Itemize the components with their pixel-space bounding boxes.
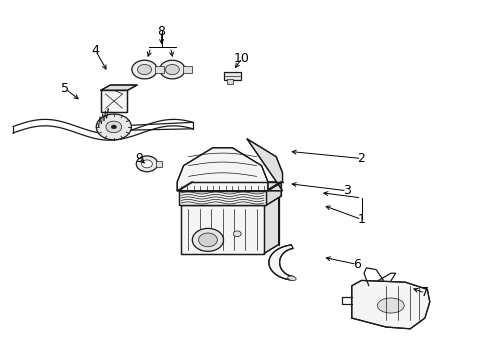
Circle shape — [233, 231, 241, 237]
FancyBboxPatch shape — [155, 66, 163, 73]
Circle shape — [165, 64, 179, 75]
Text: 6: 6 — [352, 258, 360, 271]
Ellipse shape — [287, 276, 296, 280]
Text: 5: 5 — [61, 82, 69, 95]
Text: 9: 9 — [136, 152, 143, 165]
Circle shape — [106, 121, 122, 133]
Polygon shape — [178, 191, 266, 205]
Polygon shape — [266, 182, 281, 205]
Polygon shape — [351, 280, 429, 329]
Polygon shape — [181, 196, 278, 205]
Circle shape — [136, 156, 158, 172]
Text: 7: 7 — [420, 287, 428, 300]
Circle shape — [159, 60, 184, 79]
Circle shape — [137, 64, 151, 75]
Circle shape — [111, 125, 116, 129]
Polygon shape — [246, 139, 282, 191]
Text: 1: 1 — [357, 213, 365, 226]
Polygon shape — [101, 90, 127, 112]
Text: 2: 2 — [357, 152, 365, 165]
Circle shape — [198, 233, 217, 247]
Polygon shape — [264, 196, 278, 253]
FancyBboxPatch shape — [224, 72, 240, 80]
Circle shape — [132, 60, 157, 79]
Circle shape — [192, 228, 223, 251]
Polygon shape — [101, 85, 137, 90]
Text: 8: 8 — [157, 25, 165, 38]
Polygon shape — [181, 205, 264, 253]
FancyBboxPatch shape — [155, 161, 162, 167]
Text: 3: 3 — [342, 184, 350, 197]
FancyBboxPatch shape — [226, 79, 232, 84]
Circle shape — [96, 114, 131, 140]
Circle shape — [142, 160, 152, 168]
Ellipse shape — [377, 298, 404, 313]
Polygon shape — [268, 245, 293, 280]
Polygon shape — [177, 148, 267, 191]
Text: 10: 10 — [234, 51, 249, 64]
Polygon shape — [178, 182, 281, 191]
FancyBboxPatch shape — [183, 66, 191, 73]
Text: 4: 4 — [92, 44, 100, 57]
